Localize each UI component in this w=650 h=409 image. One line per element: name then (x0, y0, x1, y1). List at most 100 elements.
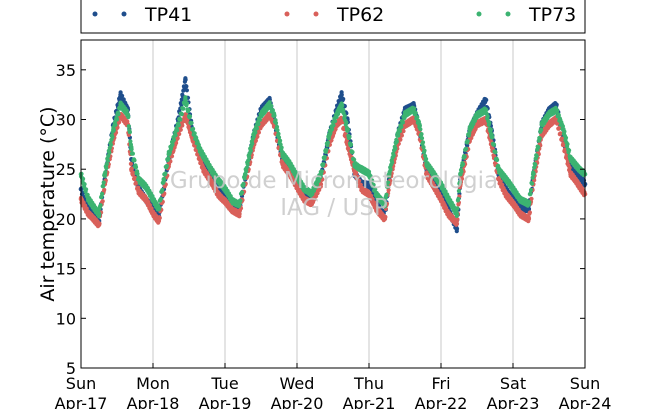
data-point (321, 162, 326, 167)
x-tick-weekday: Fri (431, 374, 450, 393)
data-point (333, 119, 338, 124)
data-point (113, 122, 118, 127)
data-point (85, 192, 90, 197)
data-point (276, 135, 282, 140)
data-point (530, 171, 536, 177)
data-point (421, 145, 426, 150)
y-tick-label: 10 (56, 309, 76, 328)
data-point (489, 132, 494, 137)
data-point (401, 129, 406, 134)
data-point (397, 129, 402, 134)
data-point (248, 148, 253, 153)
data-point (534, 154, 539, 159)
data-point (370, 196, 375, 202)
data-point (161, 176, 167, 182)
data-point (411, 107, 416, 112)
data-point (246, 158, 251, 163)
legend-marker-tp62 (284, 11, 290, 17)
legend: TP41 TP62 TP73 (80, 0, 586, 34)
data-point (128, 161, 133, 166)
data-point (134, 180, 139, 185)
data-point (352, 168, 357, 174)
data-point (156, 206, 162, 212)
data-point (201, 154, 206, 159)
data-point (256, 130, 261, 135)
data-point (237, 211, 242, 217)
data-point (222, 198, 228, 204)
data-point (128, 139, 133, 144)
data-point (455, 206, 460, 211)
data-point (359, 166, 365, 172)
legend-marker-tp41 (92, 11, 98, 17)
legend-box (80, 0, 586, 34)
data-point (156, 218, 162, 224)
data-point (352, 157, 357, 162)
data-point (496, 166, 501, 172)
data-point (257, 117, 263, 122)
data-point (341, 96, 346, 102)
data-point (417, 122, 422, 127)
data-point (527, 210, 533, 215)
data-point (345, 127, 350, 132)
data-point (197, 147, 203, 152)
data-point (402, 112, 408, 117)
data-point (539, 122, 545, 127)
data-point (393, 146, 398, 151)
data-point (175, 122, 181, 127)
data-point (101, 180, 106, 185)
data-point (400, 120, 405, 125)
y-tick-label: 25 (56, 160, 76, 179)
data-point (127, 130, 132, 135)
data-point (331, 123, 336, 128)
data-point (454, 226, 460, 232)
data-point (536, 145, 541, 150)
data-point (178, 117, 183, 122)
data-point (533, 162, 538, 167)
x-tick-weekday: Tue (210, 374, 238, 393)
data-point (352, 161, 357, 167)
data-point (344, 120, 349, 125)
y-tick-label: 20 (56, 210, 76, 229)
data-point (130, 151, 135, 156)
data-point (273, 120, 279, 126)
data-point (539, 127, 544, 132)
data-point (517, 211, 523, 217)
data-point (160, 187, 165, 193)
data-point (553, 107, 559, 112)
data-point (334, 112, 339, 117)
data-point (111, 127, 116, 132)
data-point (129, 147, 134, 152)
data-point (530, 181, 535, 186)
data-point (279, 145, 284, 150)
data-point (510, 201, 516, 207)
y-axis-title: Air temperature (°C) (37, 106, 59, 301)
legend-marker-tp73 (505, 11, 511, 17)
data-point (510, 186, 516, 192)
data-point (568, 157, 573, 162)
data-point (418, 127, 423, 132)
data-point (422, 148, 427, 153)
data-point (372, 200, 377, 205)
data-point (348, 142, 354, 147)
legend-marker-tp73 (476, 11, 482, 17)
y-tick-label: 15 (56, 260, 76, 279)
data-point (187, 114, 193, 119)
data-point (529, 196, 534, 201)
data-point (158, 196, 163, 202)
data-point (373, 187, 378, 192)
data-point (166, 152, 172, 157)
data-point (537, 136, 542, 141)
x-tick-weekday: Wed (280, 374, 315, 393)
data-point (118, 92, 123, 97)
data-point (424, 156, 429, 162)
data-point (324, 147, 329, 152)
data-point (301, 196, 307, 202)
data-point (546, 112, 552, 117)
x-tick-weekday: Thu (353, 374, 384, 393)
data-point (391, 153, 396, 158)
data-point (186, 107, 191, 113)
data-point (575, 164, 581, 170)
data-point (245, 162, 250, 167)
data-point (124, 108, 129, 113)
